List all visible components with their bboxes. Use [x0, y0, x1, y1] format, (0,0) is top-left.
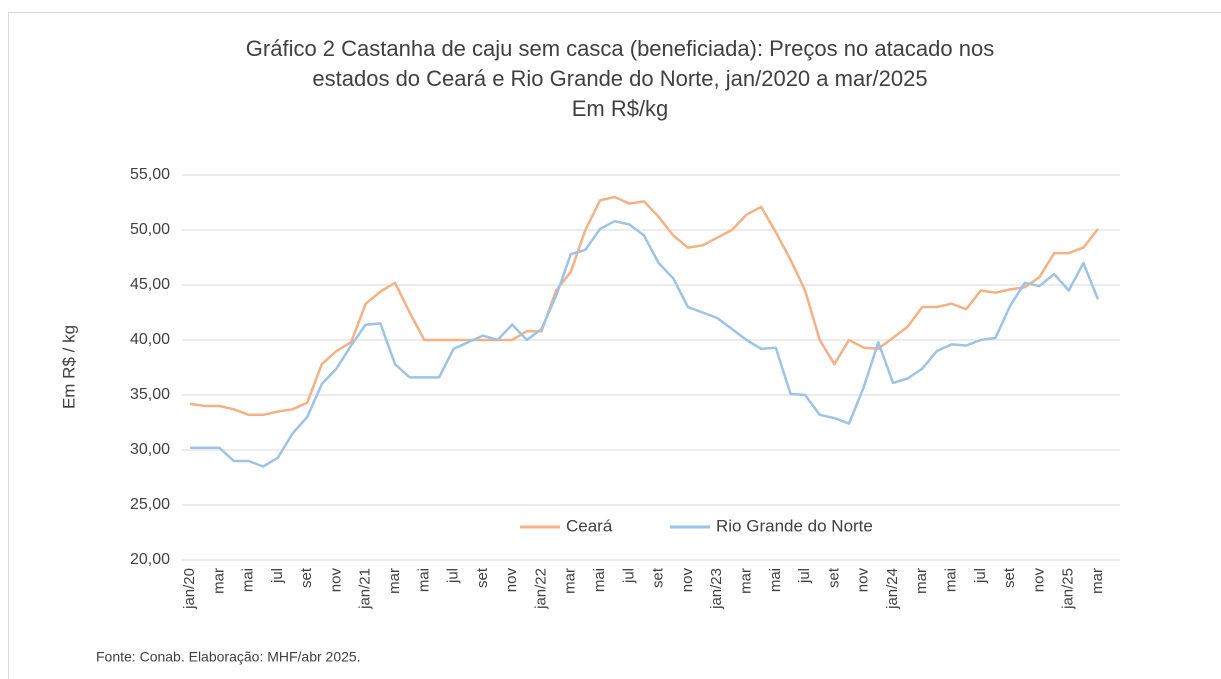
y-tick-label: 55,00 — [130, 166, 170, 183]
x-tick-label: set — [474, 567, 491, 588]
chart-title: Gráfico 2 Castanha de caju sem casca (be… — [246, 36, 994, 61]
x-tick-label: nov — [1030, 568, 1047, 593]
x-tick-label: mar — [737, 568, 754, 594]
data-line — [189, 195, 1099, 417]
x-tick-label: jan/25 — [1060, 568, 1077, 610]
x-tick-label: jan/22 — [532, 568, 549, 610]
x-tick-label: set — [298, 567, 315, 588]
data-line — [190, 219, 1100, 468]
source-note: Fonte: Conab. Elaboração: MHF/abr 2025. — [96, 649, 361, 665]
x-tick-label: mai — [767, 568, 784, 592]
x-tick-label: mai — [415, 568, 432, 592]
chart-subtitle: Em R$/kg — [572, 96, 669, 121]
y-tick-label: 20,00 — [130, 551, 170, 568]
y-axis-label: Em R$ / kg — [59, 325, 78, 409]
x-tick-label: jan/23 — [708, 568, 725, 610]
y-tick-label: 50,00 — [130, 221, 170, 238]
x-tick-label: nov — [327, 568, 344, 593]
x-tick-label: jul — [972, 568, 989, 584]
x-tick-label: mai — [591, 568, 608, 592]
legend-label: Ceará — [566, 516, 613, 535]
chart-frame — [8, 12, 1221, 679]
x-tick-label: jul — [796, 568, 813, 584]
x-tick-label: nov — [855, 568, 872, 593]
x-tick-label: jan/24 — [884, 568, 901, 610]
y-tick-label: 25,00 — [130, 496, 170, 513]
y-tick-label: 45,00 — [130, 276, 170, 293]
x-tick-label: mar — [913, 568, 930, 594]
x-tick-label: nov — [503, 568, 520, 593]
x-tick-label: mai — [240, 568, 257, 592]
x-tick-label: set — [825, 567, 842, 588]
x-tick-label: jul — [269, 568, 286, 584]
x-tick-label: mar — [1089, 568, 1106, 594]
x-tick-label: nov — [679, 568, 696, 593]
legend-label: Rio Grande do Norte — [716, 516, 873, 535]
x-tick-label: mar — [386, 568, 403, 594]
y-tick-label: 35,00 — [130, 386, 170, 403]
x-tick-label: mar — [562, 568, 579, 594]
x-tick-label: jan/21 — [357, 568, 374, 610]
x-tick-label: jul — [620, 568, 637, 584]
x-tick-label: mar — [210, 568, 227, 594]
chart-title: estados do Ceará e Rio Grande do Norte, … — [312, 66, 927, 91]
y-tick-label: 30,00 — [130, 441, 170, 458]
x-tick-label: jul — [445, 568, 462, 584]
x-tick-label: set — [650, 567, 667, 588]
y-tick-label: 40,00 — [130, 331, 170, 348]
x-tick-label: mai — [943, 568, 960, 592]
x-tick-label: jan/20 — [181, 568, 198, 610]
x-tick-label: set — [1001, 567, 1018, 588]
